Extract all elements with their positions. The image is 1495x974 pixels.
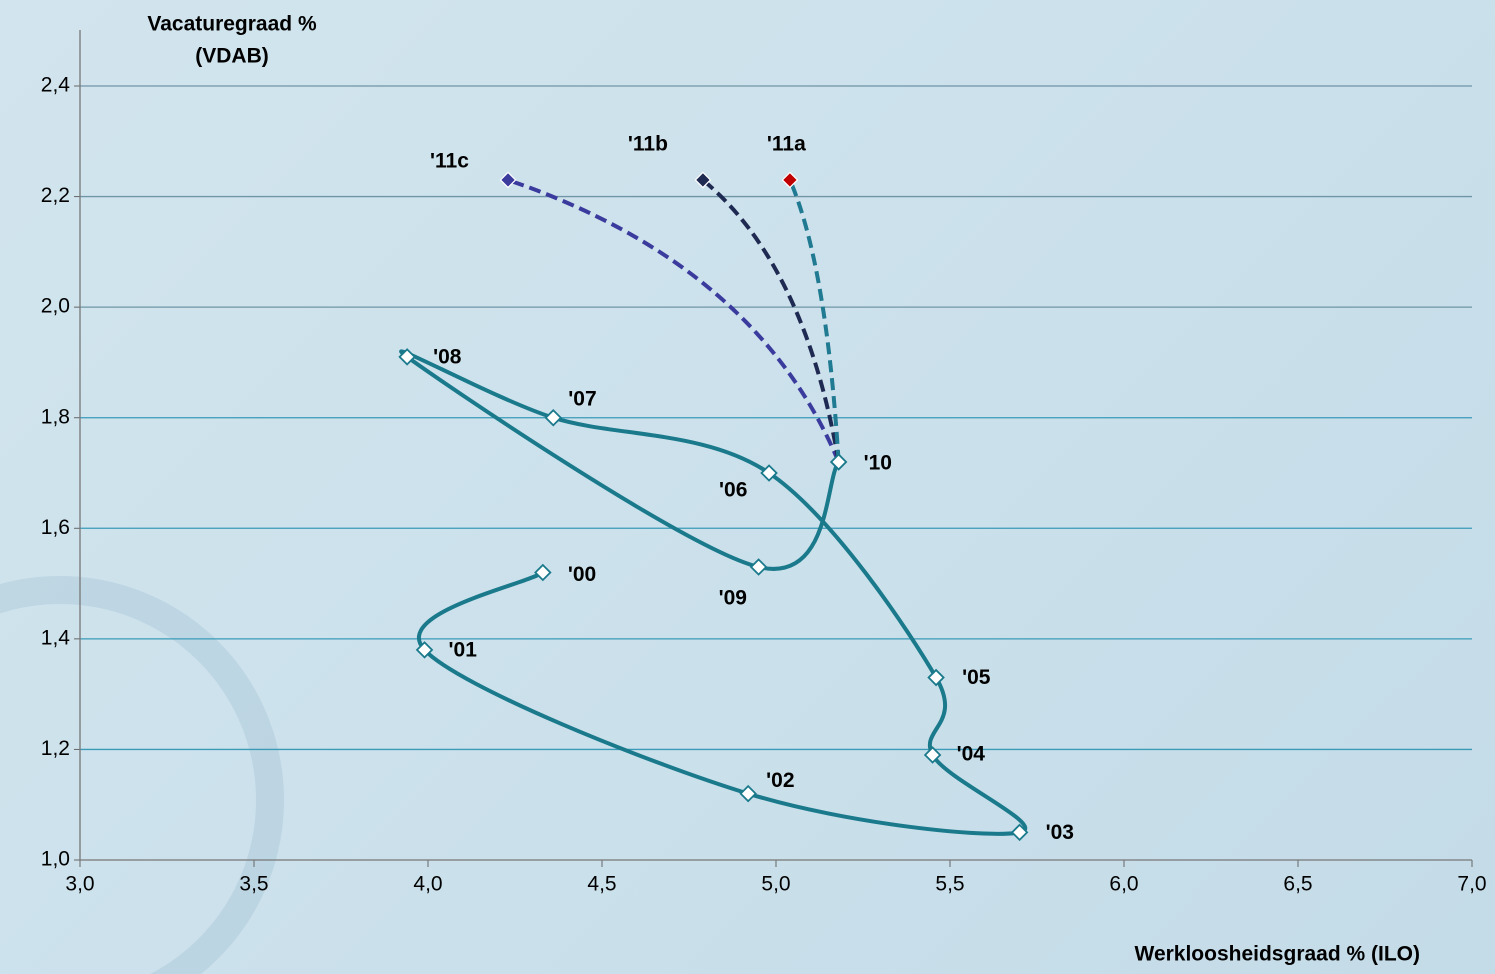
x-tick-label: 6,5 xyxy=(1283,873,1312,896)
y-tick-label: 1,0 xyxy=(41,848,70,871)
point-label: '00 xyxy=(568,563,596,586)
point-marker xyxy=(829,453,848,471)
x-tick-label: 4,0 xyxy=(413,873,442,896)
point-marker xyxy=(398,348,416,366)
watermark xyxy=(0,576,284,974)
x-tick-label: 7,0 xyxy=(1457,873,1486,896)
point-label: '01 xyxy=(449,638,478,661)
y-tick-label: 2,2 xyxy=(41,184,70,207)
point-label: '03 xyxy=(1046,821,1074,844)
point-marker xyxy=(923,746,942,764)
x-tick-label: 3,5 xyxy=(239,873,268,896)
x-axis-title: Werkloosheidsgraad % (ILO) xyxy=(1135,943,1421,966)
point-marker xyxy=(739,784,757,803)
y-axis-title: (VDAB) xyxy=(195,45,269,68)
series-line xyxy=(399,349,1028,836)
point-label: '02 xyxy=(766,769,794,792)
point-marker xyxy=(694,171,712,189)
point-marker xyxy=(499,171,517,189)
point-marker xyxy=(544,408,563,427)
point-marker xyxy=(749,558,768,576)
y-tick-label: 2,4 xyxy=(41,74,71,97)
point-label: '06 xyxy=(719,479,747,502)
point-marker xyxy=(927,668,945,687)
x-tick-label: 4,5 xyxy=(587,873,616,896)
point-label: '04 xyxy=(957,743,986,766)
y-tick-label: 1,4 xyxy=(41,626,71,649)
point-label: '07 xyxy=(568,387,596,410)
point-marker xyxy=(760,464,778,482)
point-label: '09 xyxy=(719,587,747,610)
point-label: '11c xyxy=(430,150,469,173)
y-tick-label: 1,2 xyxy=(41,737,70,760)
point-label: '05 xyxy=(962,666,991,689)
point-label: '08 xyxy=(433,345,462,368)
point-marker xyxy=(415,641,434,659)
series-line xyxy=(788,179,841,463)
point-label: '11b xyxy=(628,133,668,156)
point-label: '10 xyxy=(864,451,892,474)
x-tick-label: 3,0 xyxy=(65,873,94,896)
point-marker xyxy=(781,171,799,189)
point-marker xyxy=(1010,823,1029,842)
point-marker xyxy=(534,563,552,582)
series-line xyxy=(507,178,841,463)
point-label: '11a xyxy=(767,133,806,156)
x-tick-label: 6,0 xyxy=(1109,873,1138,896)
y-axis-title: Vacaturegraad % xyxy=(147,13,317,36)
x-tick-label: 5,0 xyxy=(761,873,790,896)
x-tick-label: 5,5 xyxy=(935,873,964,896)
y-tick-label: 1,6 xyxy=(41,516,70,539)
y-tick-label: 2,0 xyxy=(41,295,70,318)
y-tick-label: 1,8 xyxy=(41,405,70,428)
